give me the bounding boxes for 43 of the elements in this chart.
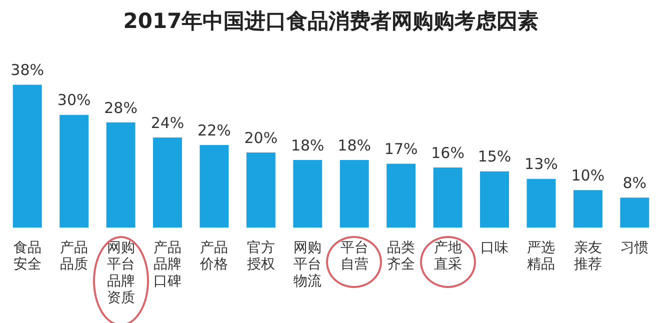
x-tick-label: 严选精品	[527, 240, 556, 273]
x-tick-label: 产品品牌口碑	[154, 240, 182, 290]
bar	[60, 114, 89, 228]
x-tick-label: 产品品质	[60, 240, 88, 273]
bar	[620, 198, 650, 228]
bar	[480, 171, 509, 228]
data-label: 16%	[431, 144, 464, 162]
bar	[526, 178, 556, 228]
data-label: 18%	[338, 136, 372, 154]
bar	[12, 84, 42, 228]
bar	[386, 164, 416, 228]
x-tick-label: 品类齐全	[387, 240, 416, 273]
data-label: 10%	[571, 166, 605, 185]
bar	[573, 190, 602, 228]
x-tick-label: 官方授权	[246, 240, 275, 273]
data-label: 17%	[384, 140, 418, 158]
data-label: 24%	[150, 114, 184, 132]
data-label: 8%	[622, 174, 647, 192]
x-tick-label: 网购平台物流	[294, 240, 322, 290]
chart-title: 2017年中国进口食品消费者网购购考虑因素	[123, 9, 539, 34]
data-label: 20%	[244, 128, 278, 147]
data-label: 22%	[198, 121, 231, 140]
data-label: 13%	[524, 155, 558, 174]
data-label: 38%	[10, 61, 44, 80]
x-tick-label: 亲友推荐	[574, 240, 602, 273]
bar	[340, 160, 369, 228]
data-label: 15%	[478, 148, 512, 166]
x-tick-label: 平台自营	[340, 240, 368, 273]
bar	[106, 122, 136, 228]
bar	[153, 137, 182, 228]
x-tick-label: 产地直采	[434, 240, 462, 273]
bar	[200, 144, 229, 228]
data-label: 30%	[57, 91, 91, 110]
x-tick-label: 网购平台品牌资质	[106, 240, 135, 306]
x-tick-label: 产品价格	[199, 240, 228, 273]
x-tick-label: 习惯	[620, 240, 649, 256]
bar	[246, 152, 276, 228]
data-label: 28%	[104, 98, 138, 117]
bar	[433, 168, 462, 228]
data-label: 18%	[290, 136, 324, 154]
x-tick-label: 口味	[480, 240, 508, 256]
x-tick-label: 食品安全	[13, 240, 42, 273]
bar	[293, 160, 322, 228]
